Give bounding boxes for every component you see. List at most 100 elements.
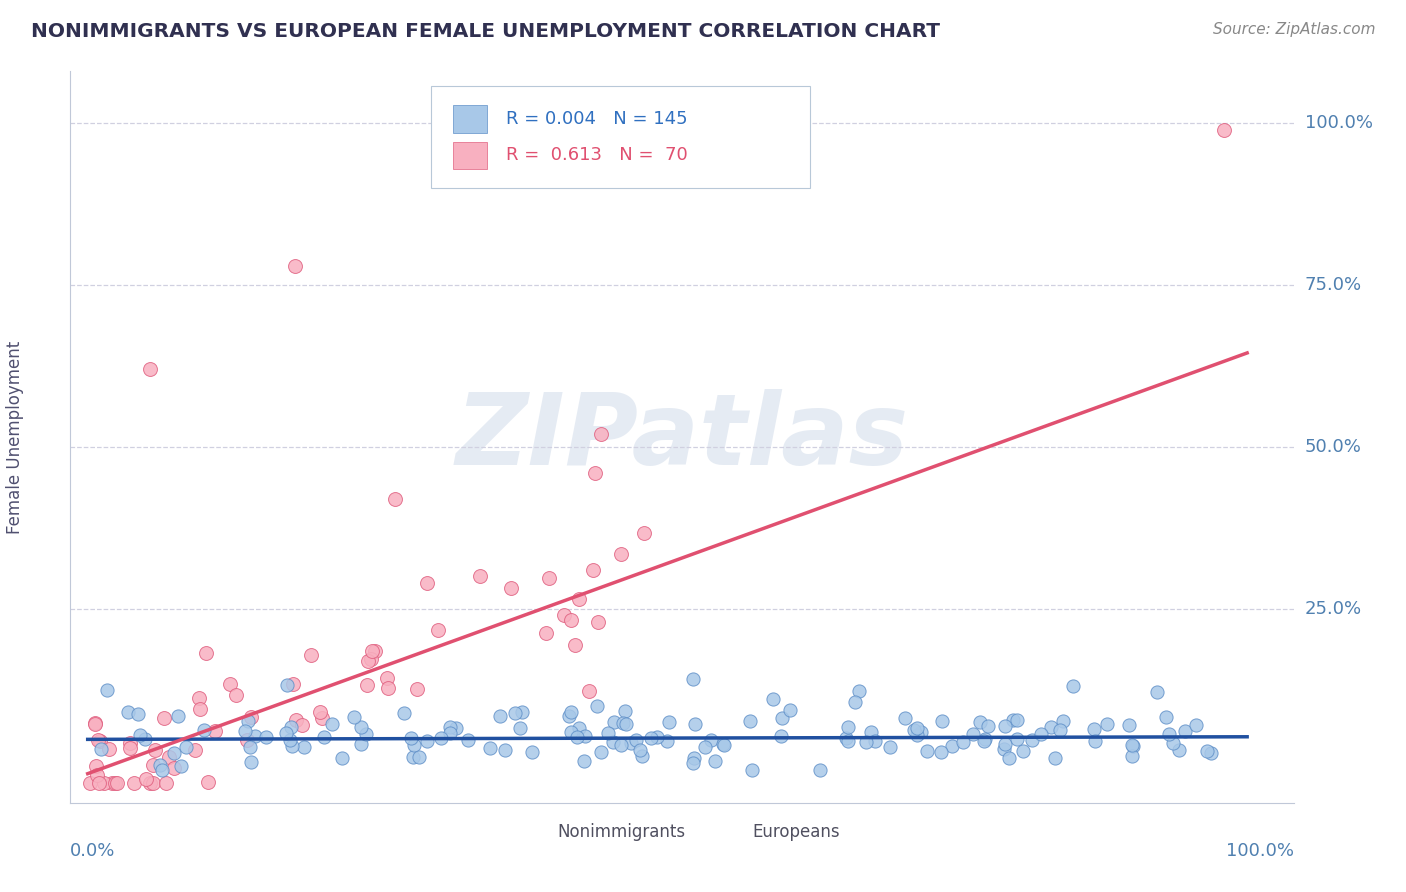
Point — [1045, 751, 1067, 765]
Point — [194, 646, 217, 660]
Point — [879, 740, 901, 755]
Point — [457, 733, 479, 747]
Point — [239, 740, 262, 755]
Point — [844, 695, 866, 709]
Point — [405, 682, 427, 697]
Point — [905, 728, 928, 742]
Point — [1052, 714, 1074, 728]
Point — [628, 743, 651, 757]
Point — [1146, 685, 1168, 699]
Point — [603, 714, 626, 729]
Point — [343, 710, 366, 724]
Point — [79, 776, 101, 790]
Point — [444, 721, 467, 735]
Point — [143, 743, 166, 757]
Point — [281, 739, 304, 753]
Point — [589, 745, 612, 759]
Point — [357, 654, 380, 668]
Point — [658, 714, 681, 729]
Point — [994, 737, 1017, 751]
Point — [276, 678, 298, 692]
Point — [894, 711, 917, 725]
Point — [612, 715, 634, 730]
Point — [711, 737, 734, 751]
Point — [1121, 738, 1143, 752]
Point — [321, 717, 343, 731]
Point — [509, 721, 531, 735]
Point — [682, 756, 704, 770]
Point — [426, 623, 449, 637]
Point — [384, 491, 406, 506]
Point — [738, 714, 761, 728]
Point — [520, 745, 543, 759]
Point — [361, 644, 384, 658]
Point — [1001, 713, 1024, 727]
Point — [139, 362, 162, 376]
Point — [779, 703, 801, 717]
Point — [855, 734, 877, 748]
Point — [703, 754, 725, 768]
Point — [139, 775, 162, 789]
Point — [602, 735, 624, 749]
Point — [553, 607, 575, 622]
Point — [142, 776, 165, 790]
Point — [700, 733, 723, 747]
Point — [163, 747, 186, 761]
Text: Nonimmigrants: Nonimmigrants — [557, 823, 685, 841]
Text: 100.0%: 100.0% — [1226, 842, 1294, 860]
Point — [162, 761, 184, 775]
Point — [586, 699, 609, 714]
Point — [557, 709, 579, 723]
Point — [1005, 731, 1028, 746]
Point — [1161, 736, 1184, 750]
Text: Europeans: Europeans — [752, 823, 841, 841]
Point — [578, 684, 600, 698]
Point — [614, 704, 637, 718]
Bar — [523, 821, 550, 843]
Point — [239, 755, 262, 769]
Point — [124, 776, 146, 790]
Point — [640, 731, 662, 746]
Point — [657, 733, 679, 747]
Point — [350, 737, 373, 751]
Point — [89, 734, 111, 748]
Point — [848, 684, 870, 698]
Point — [291, 717, 314, 731]
Point — [157, 749, 180, 764]
Point — [905, 721, 928, 735]
FancyBboxPatch shape — [432, 86, 810, 188]
Point — [225, 689, 247, 703]
Point — [153, 711, 176, 725]
Point — [84, 717, 107, 731]
Point — [184, 742, 207, 756]
Point — [204, 724, 226, 739]
Point — [915, 744, 938, 758]
Point — [155, 776, 177, 790]
Point — [128, 728, 150, 742]
Point — [408, 749, 430, 764]
Point — [624, 732, 647, 747]
Point — [941, 739, 963, 754]
Bar — [718, 821, 745, 843]
Point — [193, 723, 215, 738]
Point — [586, 615, 609, 629]
Point — [93, 776, 115, 790]
Text: Female Unemployment: Female Unemployment — [6, 341, 24, 533]
Point — [233, 724, 256, 739]
Point — [197, 775, 219, 789]
Point — [174, 739, 197, 754]
Point — [1083, 722, 1105, 736]
Point — [741, 764, 763, 778]
Bar — [453, 105, 488, 133]
Point — [350, 720, 373, 734]
Point — [1012, 743, 1035, 757]
Point — [962, 727, 984, 741]
Point — [1005, 713, 1028, 727]
Point — [572, 754, 595, 768]
Point — [280, 732, 302, 747]
Point — [568, 721, 591, 735]
Point — [101, 776, 124, 790]
Point — [1121, 749, 1143, 764]
Text: ZIPatlas: ZIPatlas — [456, 389, 908, 485]
Point — [1213, 122, 1236, 136]
